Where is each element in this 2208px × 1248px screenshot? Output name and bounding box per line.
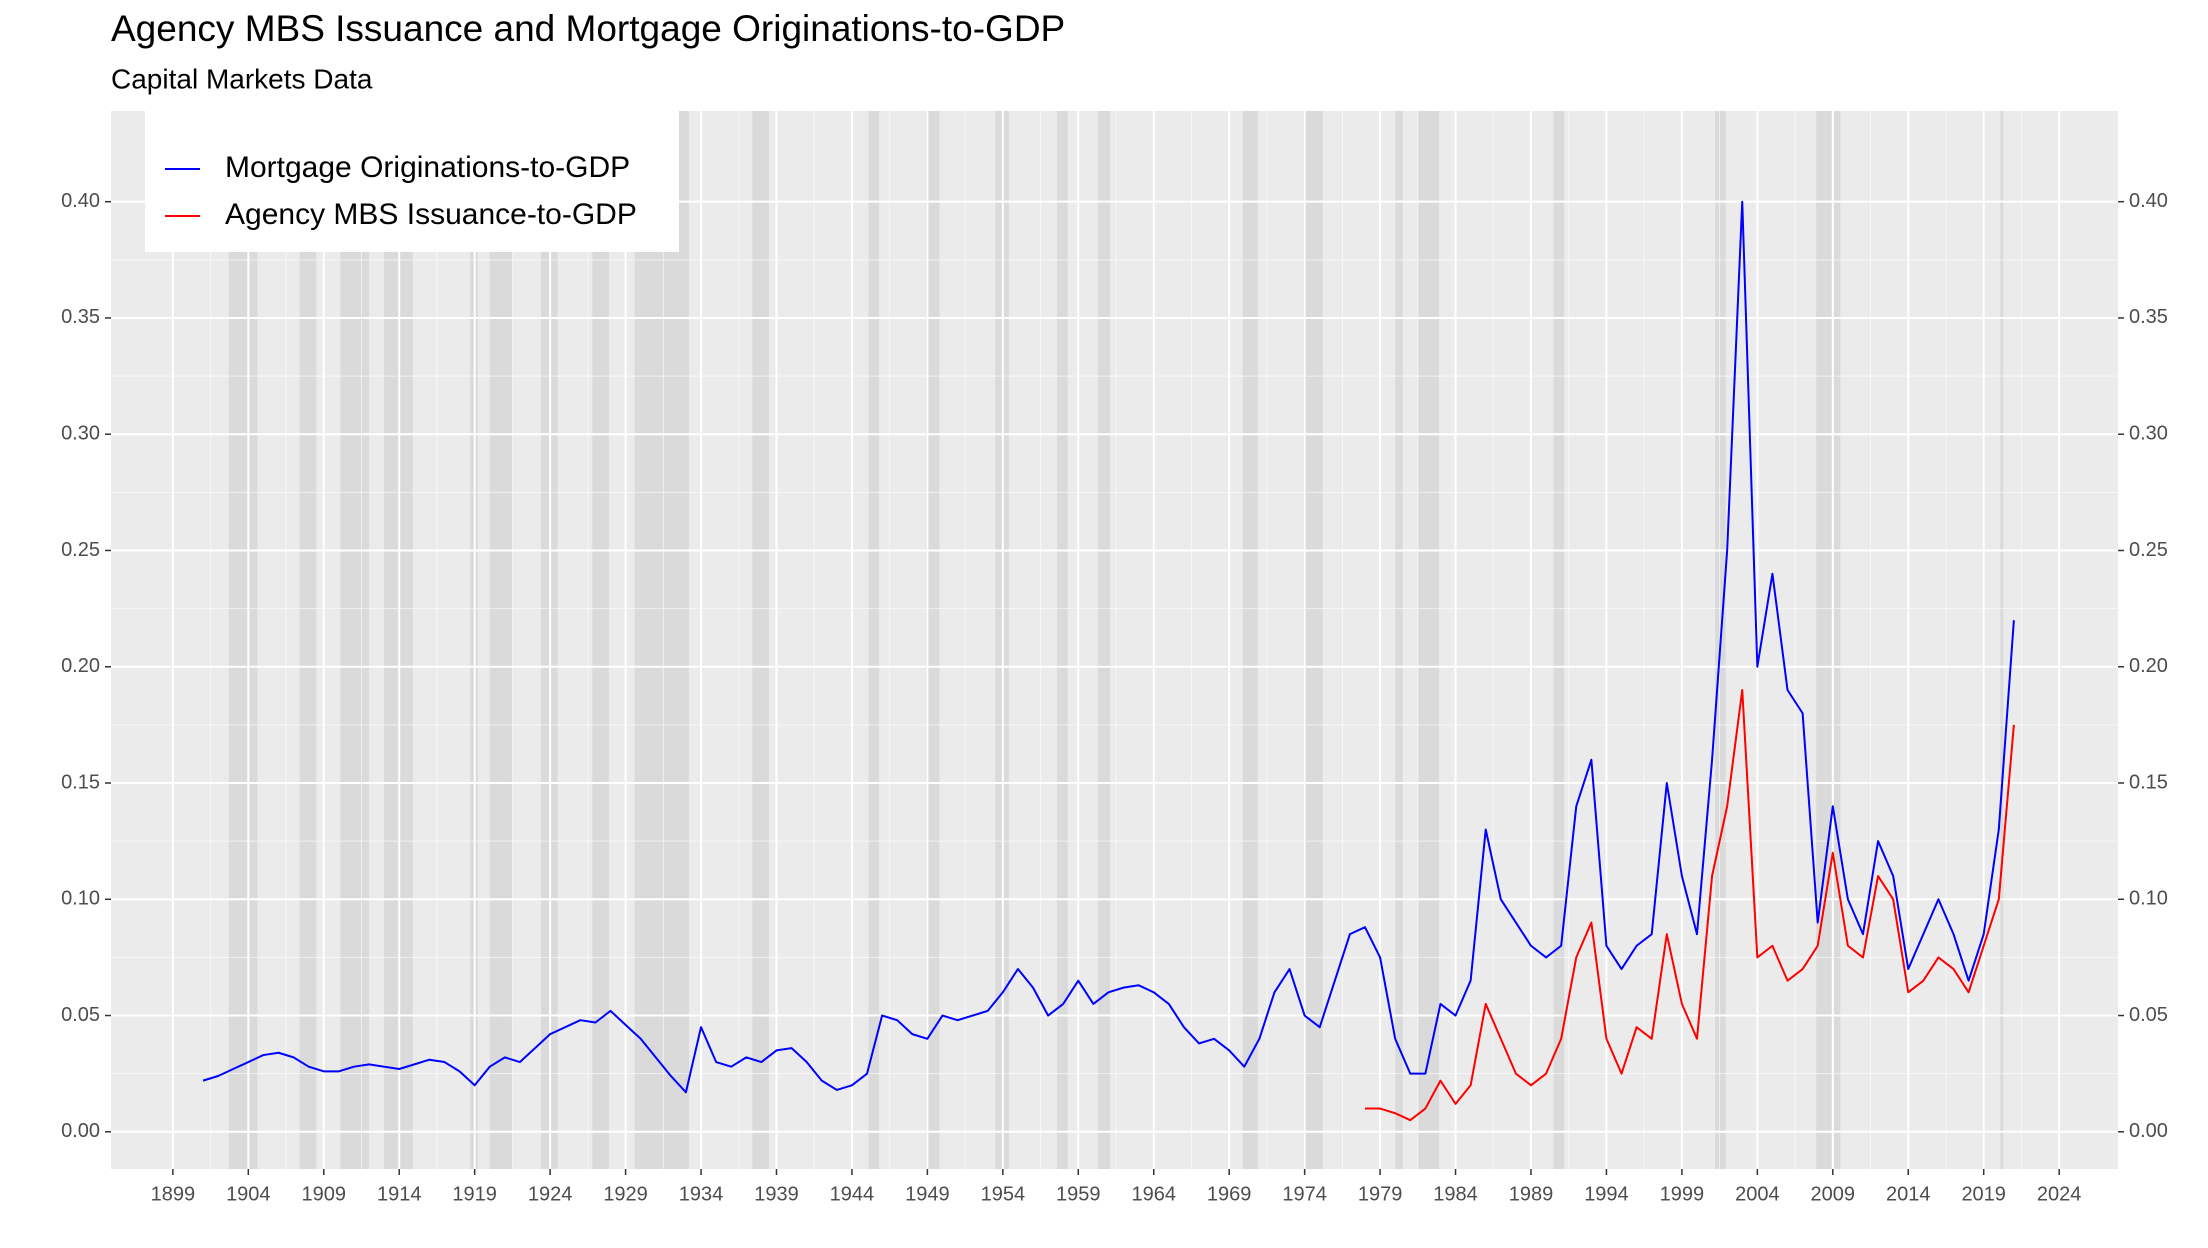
x-tick-label: 1924 [528, 1183, 573, 1205]
recession-band [1242, 111, 1258, 1169]
x-tick-label: 1974 [1282, 1183, 1327, 1205]
x-tick-label: 1914 [377, 1183, 422, 1205]
x-tick-label: 1949 [905, 1183, 950, 1205]
recession-band [752, 111, 769, 1169]
x-tick-label: 1954 [981, 1183, 1026, 1205]
x-tick-label: 1964 [1131, 1183, 1176, 1205]
y-tick-label: 0.00 [61, 1120, 100, 1142]
series-line [1365, 688, 2015, 1122]
y2-tick-label: 0.30 [2129, 422, 2168, 444]
recession-band [592, 111, 609, 1169]
y-tick-label: 0.10 [61, 888, 100, 910]
x-tick-label: 1944 [830, 1183, 875, 1205]
x-tick-label: 2014 [1886, 1183, 1931, 1205]
legend: Mortgage Originations-to-GDP Agency MBS I… [145, 111, 679, 252]
x-tick-label: 1984 [1433, 1183, 1478, 1205]
y-tick-label: 0.40 [61, 190, 100, 212]
recession-band [1816, 111, 1841, 1169]
legend-label: Mortgage Originations-to-GDP [225, 151, 630, 184]
y2-tick-label: 0.05 [2129, 1004, 2168, 1026]
y2-tick-label: 0.40 [2129, 190, 2168, 212]
x-tick-label: 1909 [302, 1183, 347, 1205]
recession-band [634, 111, 689, 1169]
legend-background [145, 111, 679, 252]
recession-band [228, 111, 258, 1169]
x-tick-label: 1969 [1207, 1183, 1252, 1205]
x-tick-label: 1959 [1056, 1183, 1101, 1205]
recession-band [1395, 111, 1403, 1169]
recession-band [489, 111, 513, 1169]
x-tick-label: 1904 [226, 1183, 271, 1205]
x-tick-label: 1899 [151, 1183, 196, 1205]
x-tick-label: 2009 [1811, 1183, 1856, 1205]
y-tick-label: 0.35 [61, 306, 100, 328]
y-tick-label: 0.15 [61, 771, 100, 793]
x-tick-label: 1994 [1584, 1183, 1629, 1205]
x-tick-label: 2024 [2037, 1183, 2082, 1205]
y2-tick-label: 0.00 [2129, 1120, 2168, 1142]
y2-tick-label: 0.10 [2129, 888, 2168, 910]
y2-tick-label: 0.25 [2129, 539, 2168, 561]
recession-band [2000, 111, 2004, 1169]
y2-tick-label: 0.15 [2129, 771, 2168, 793]
x-tick-label: 1979 [1358, 1183, 1403, 1205]
x-tick-label: 1929 [603, 1183, 648, 1205]
plot-background [111, 111, 2118, 1169]
recession-band [340, 111, 370, 1169]
y2-tick-label: 0.20 [2129, 655, 2168, 677]
x-tick-label: 1999 [1660, 1183, 1705, 1205]
y-tick-label: 0.30 [61, 422, 100, 444]
recession-band [1417, 111, 1439, 1169]
recession-band [299, 111, 317, 1169]
recession-band [1553, 111, 1565, 1169]
chart-subtitle: Capital Markets Data [111, 63, 373, 94]
recession-band [925, 111, 940, 1169]
y-tick-label: 0.05 [61, 1004, 100, 1026]
y-tick-label: 0.25 [61, 539, 100, 561]
y-tick-label: 0.20 [61, 655, 100, 677]
recession-band [1097, 111, 1110, 1169]
recession-band [1057, 111, 1068, 1169]
recession-band [1303, 111, 1323, 1169]
x-tick-label: 1989 [1509, 1183, 1554, 1205]
x-tick-label: 2019 [1961, 1183, 2006, 1205]
x-tick-label: 1939 [754, 1183, 799, 1205]
x-tick-label: 2004 [1735, 1183, 1780, 1205]
legend-label: Agency MBS Issuance-to-GDP [225, 198, 637, 231]
x-tick-label: 1919 [452, 1183, 497, 1205]
recession-band [868, 111, 880, 1169]
x-tick-label: 1934 [679, 1183, 724, 1205]
series-line [202, 200, 2015, 1094]
y2-tick-label: 0.35 [2129, 306, 2168, 328]
chart-title: Agency MBS Issuance and Mortgage Origina… [111, 8, 1065, 49]
